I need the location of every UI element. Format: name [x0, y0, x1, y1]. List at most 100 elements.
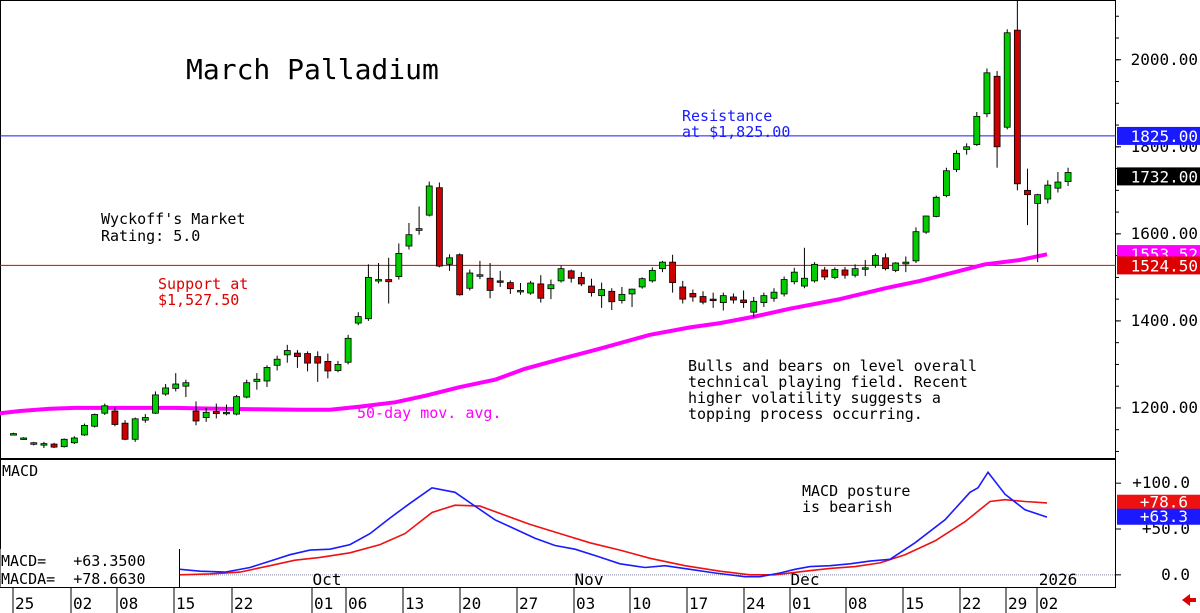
candle: [547, 279, 555, 300]
candle-body: [892, 262, 900, 271]
candle: [283, 344, 291, 363]
candle: [111, 407, 119, 427]
month-label: Nov: [575, 570, 604, 589]
candle-body: [314, 356, 322, 364]
candle: [821, 266, 829, 280]
macd-tick-label: 0.0: [1161, 565, 1190, 584]
candle: [253, 373, 261, 390]
candle: [993, 71, 1001, 168]
candle-body: [993, 75, 1001, 148]
candle-body: [699, 296, 707, 303]
candle: [598, 282, 606, 308]
candle-body: [141, 417, 149, 421]
candle-body: [304, 353, 311, 364]
candle: [740, 290, 747, 308]
date-tick-label: 22: [234, 594, 253, 613]
candle-body: [922, 215, 930, 233]
candle-body: [547, 284, 555, 290]
candle: [121, 420, 129, 441]
candle-body: [517, 290, 524, 293]
candle-body: [162, 387, 170, 395]
candle: [638, 277, 646, 289]
candle-body: [719, 295, 727, 304]
candles: [10, 1, 1072, 448]
candle: [385, 257, 393, 304]
candle-body: [669, 261, 676, 283]
ma-label: 50-day mov. avg.: [357, 404, 502, 422]
candle-body: [111, 410, 119, 425]
candle: [212, 403, 220, 419]
candle: [456, 253, 464, 296]
level-lines: [0, 135, 1116, 266]
month-label: 2026: [1039, 570, 1078, 589]
macd-layer: +100.0+50.00.0+78.6+63.3: [0, 470, 1200, 587]
scroll-arrow-icon[interactable]: [1182, 594, 1196, 606]
candle-body: [638, 278, 646, 288]
candle: [415, 206, 423, 235]
price-tick-label: 1600.00: [1131, 224, 1198, 243]
candle-body: [283, 350, 291, 356]
month-label: Dec: [791, 570, 820, 589]
candle: [223, 404, 230, 416]
commentary-line-4: topping process occurring.: [688, 405, 923, 423]
candle: [811, 262, 818, 283]
macd-annotation-1: MACD posture: [802, 482, 910, 500]
candle: [567, 269, 575, 283]
candle-body: [902, 261, 910, 265]
candle: [932, 195, 940, 218]
candle: [324, 353, 332, 379]
candle: [1013, 1, 1021, 191]
date-tick-label: 02: [73, 594, 92, 613]
date-tick-label: 20: [462, 594, 481, 613]
candle: [790, 267, 798, 285]
candle: [679, 280, 687, 304]
candle-body: [294, 352, 301, 357]
candle-body: [628, 288, 636, 295]
candle: [202, 407, 210, 422]
candle: [263, 365, 271, 388]
candle-body: [790, 271, 798, 283]
candle: [699, 291, 707, 305]
support-axis-tag: 1524.50: [1131, 256, 1198, 275]
candle-body: [1024, 189, 1031, 196]
candle-body: [70, 437, 78, 444]
candle-body: [486, 277, 494, 291]
candle: [1034, 193, 1042, 263]
candle: [314, 351, 322, 382]
candle: [152, 391, 159, 415]
candle: [476, 260, 484, 280]
candle: [162, 384, 170, 396]
macda-axis-tag: +78.6: [1140, 493, 1188, 512]
candle: [506, 280, 514, 294]
candle-body: [577, 276, 585, 285]
date-tick-label: 03: [576, 594, 595, 613]
candle-body: [942, 170, 950, 196]
candle-body: [983, 72, 991, 115]
candle-body: [375, 279, 382, 282]
candle-body: [760, 295, 768, 304]
candle-body: [30, 442, 38, 445]
candle: [861, 259, 869, 277]
commentary-line-2: technical playing field. Recent: [688, 373, 968, 391]
macda-line: [179, 498, 1048, 576]
price-tick-label: 1400.00: [1131, 311, 1198, 330]
candle: [1024, 168, 1031, 226]
candle-body: [537, 283, 545, 299]
candle-body: [456, 254, 464, 296]
candle: [70, 436, 78, 445]
month-label: Oct: [313, 570, 342, 589]
candle: [425, 181, 433, 217]
price-tick-label: 1200.00: [1131, 398, 1198, 417]
macd-axis-tag-bg: [1117, 508, 1200, 525]
candle: [527, 280, 535, 295]
support-label-1: Support at: [158, 275, 248, 293]
candle: [689, 289, 697, 302]
candle: [486, 263, 494, 299]
candle: [496, 270, 504, 287]
candle-body: [496, 280, 504, 283]
candle-body: [801, 277, 808, 287]
candle-body: [182, 382, 190, 387]
last-price-tag: 1732.00: [1131, 167, 1198, 186]
price-panel-frame: [0, 0, 1116, 459]
